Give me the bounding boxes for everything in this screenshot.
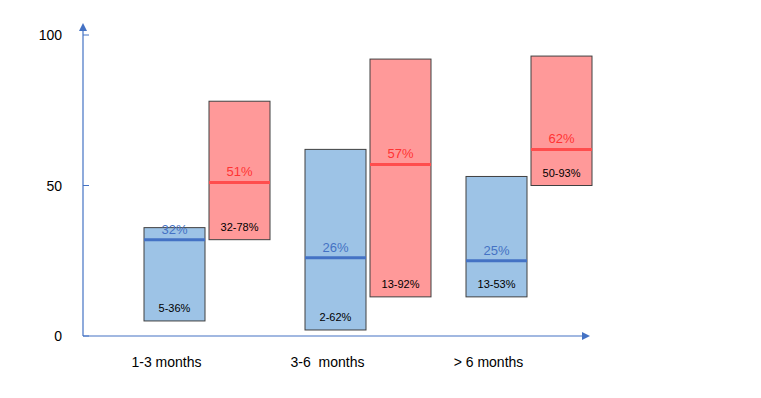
y-tick-label: 50 [46, 178, 62, 194]
y-tick-label: 0 [54, 328, 62, 344]
y-axis [82, 25, 83, 336]
x-tick-label: > 6 months [454, 354, 524, 370]
value-label: 25% [483, 243, 509, 258]
x-tick-label: 1-3 months [131, 354, 201, 370]
plot-area [144, 56, 592, 330]
value-line [466, 259, 527, 262]
value-line [209, 181, 270, 184]
range-label: 5-36% [159, 302, 191, 314]
y-tick [83, 336, 89, 337]
value-label: 57% [387, 146, 413, 161]
range-label: 13-92% [382, 278, 420, 290]
value-line [305, 256, 366, 259]
range-box [531, 56, 592, 185]
range-box [466, 176, 527, 296]
y-tick [83, 185, 89, 186]
y-tick [83, 35, 89, 36]
y-tick-label: 100 [39, 27, 63, 43]
range-box [305, 149, 366, 330]
value-label: 62% [548, 131, 574, 146]
range-box [144, 228, 205, 321]
value-line [531, 148, 592, 151]
value-label: 26% [322, 240, 348, 255]
value-line [370, 163, 431, 166]
range-box [370, 59, 431, 297]
range-label: 32-78% [221, 221, 259, 233]
x-tick-label: 3-6 months [291, 354, 365, 370]
x-axis [83, 335, 588, 336]
range-label: 2-62% [320, 311, 352, 323]
chart: 32% 5-36% 26% 2-62% 25% 13-53% 51% 32-78% 57% 13-… [0, 0, 761, 398]
value-line [144, 238, 205, 241]
range-box [209, 101, 270, 239]
range-label: 50-93% [543, 167, 581, 179]
range-label: 13-53% [478, 278, 516, 290]
value-label: 32% [161, 222, 187, 237]
value-label: 51% [226, 164, 252, 179]
